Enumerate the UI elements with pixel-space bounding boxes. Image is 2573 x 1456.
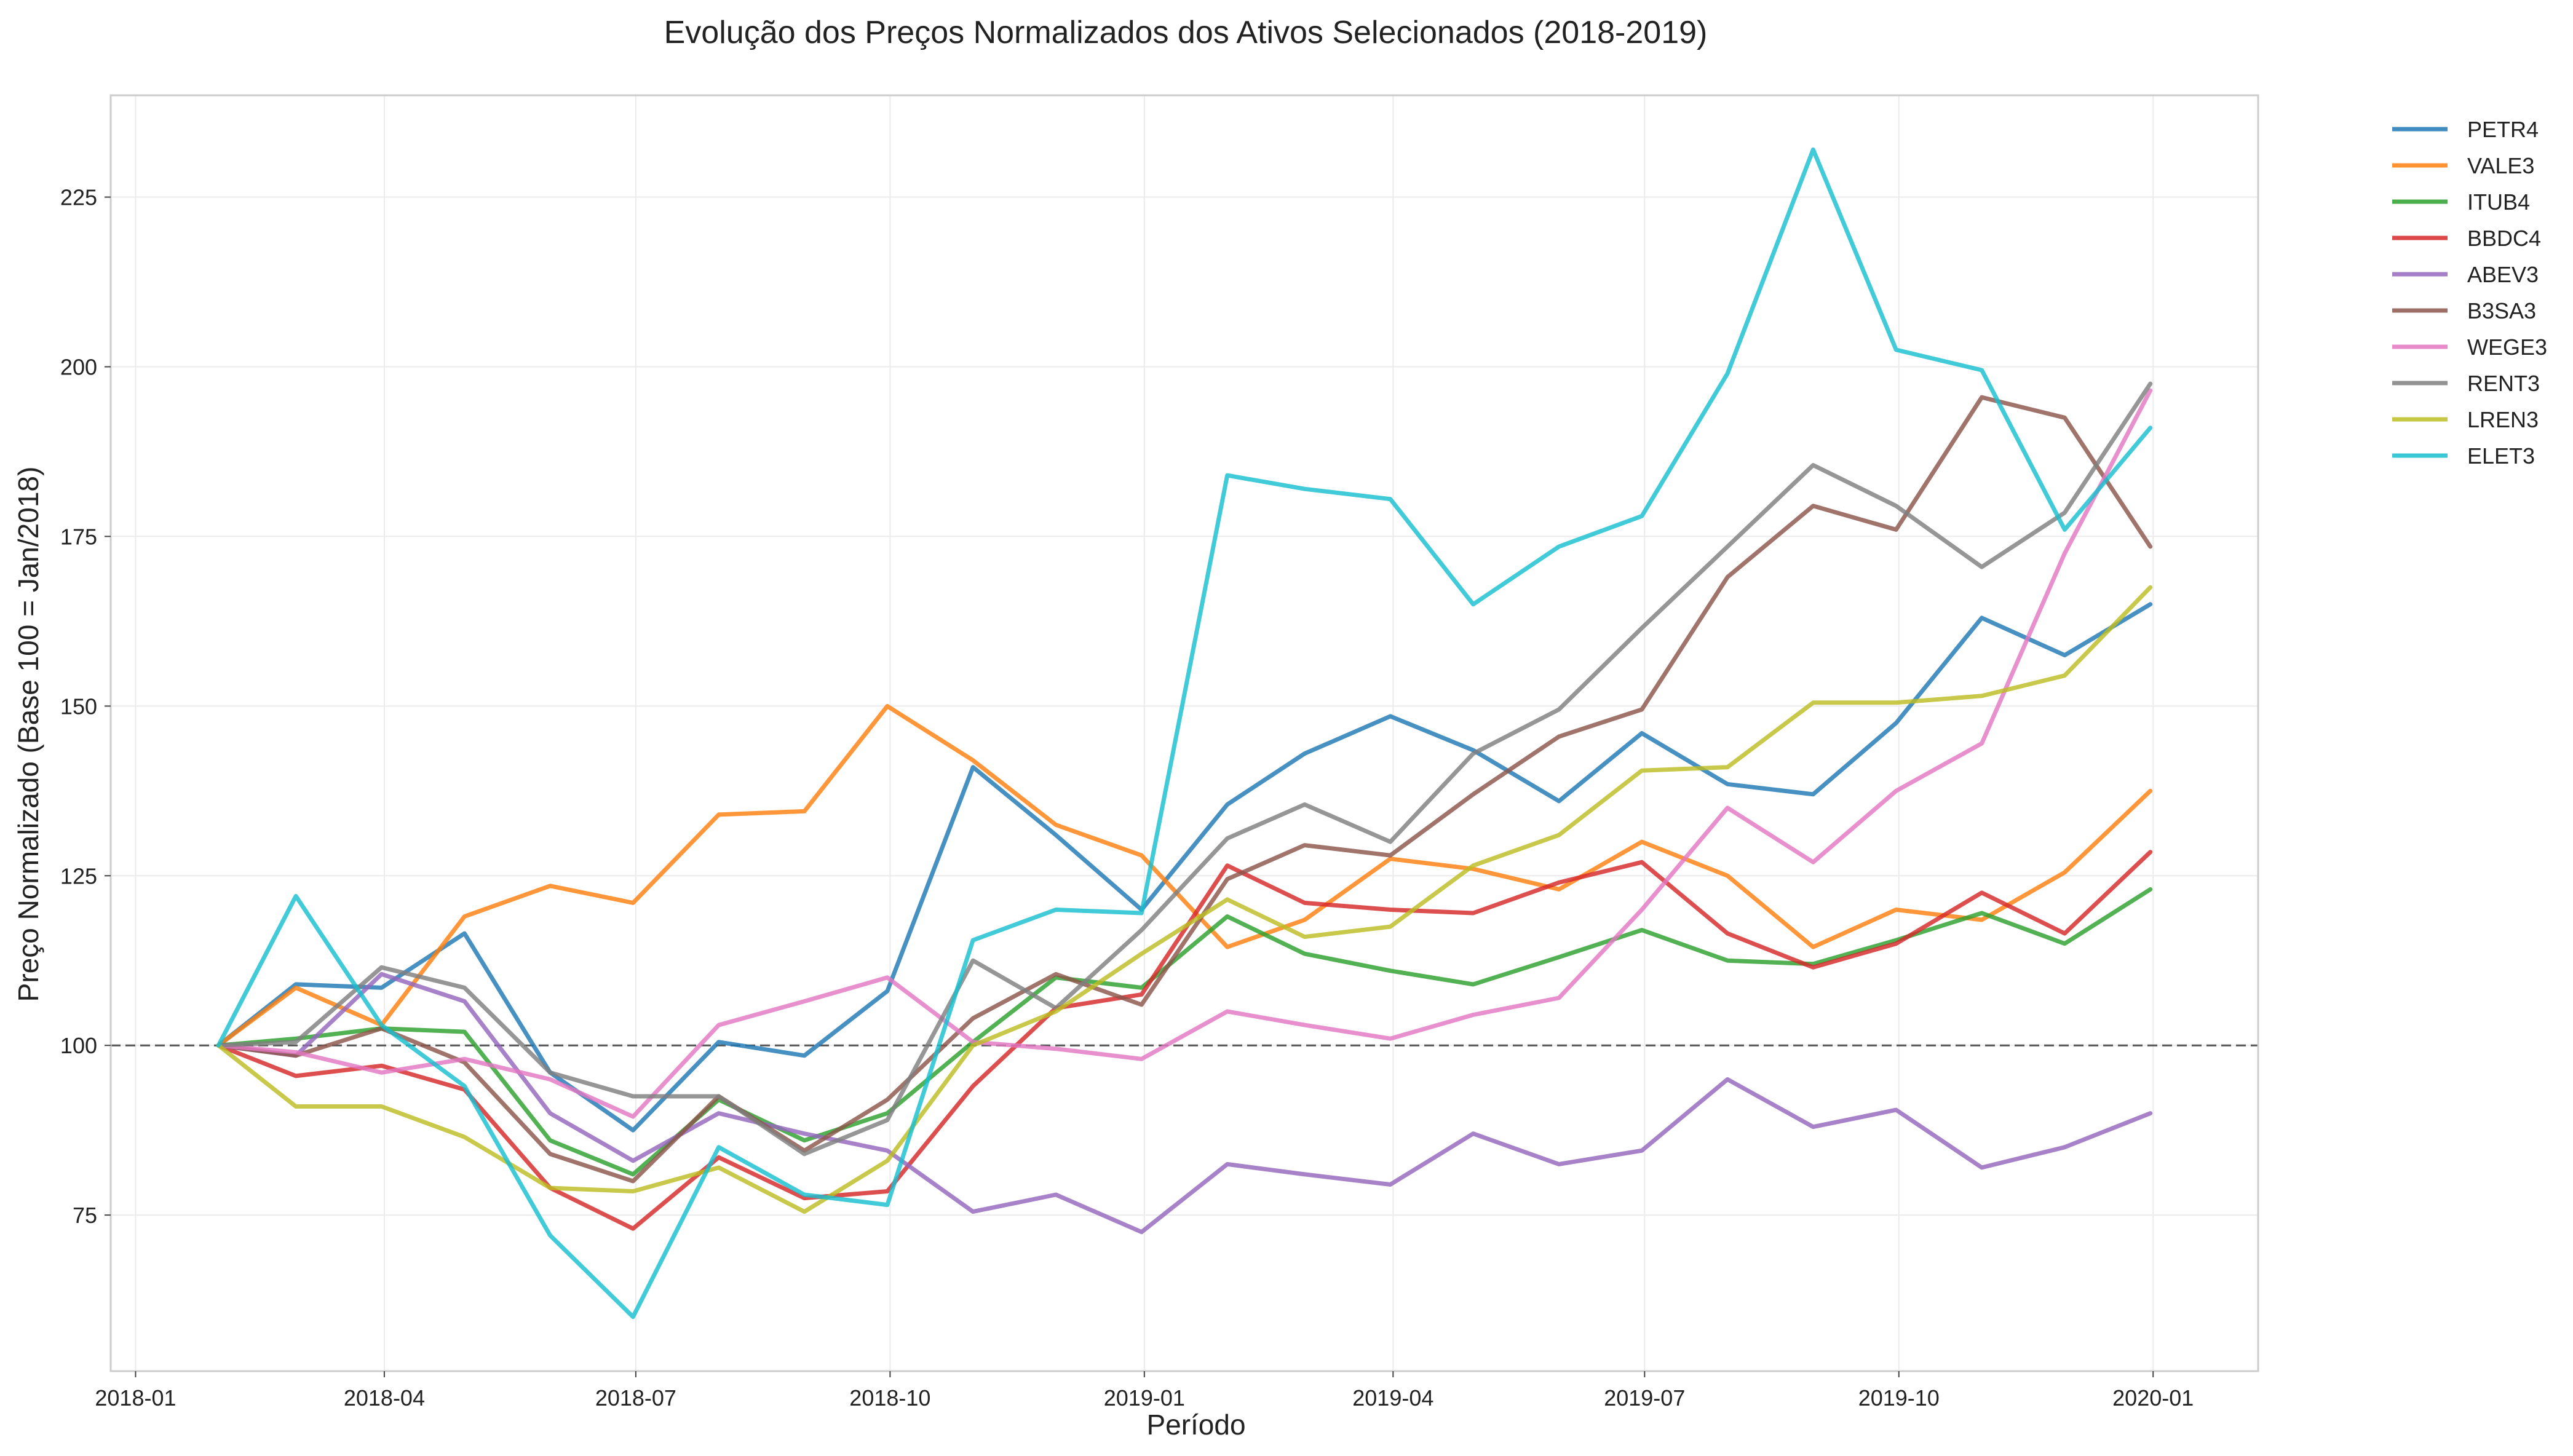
y-axis-label: Preço Normalizado (Base 100 = Jan/2018): [12, 467, 44, 1002]
plot-background: [111, 95, 2258, 1371]
x-tick-label: 2018-10: [849, 1385, 930, 1410]
x-tick-label: 2019-04: [1352, 1385, 1433, 1410]
series-line-bbdc4: [216, 850, 2153, 1231]
series-line-rent3: [216, 381, 2153, 1157]
x-tick-label: 2019-01: [1104, 1385, 1185, 1410]
legend-label: LREN3: [2467, 407, 2539, 432]
x-tick-label: 2018-01: [95, 1385, 176, 1410]
y-tick-label: 175: [60, 524, 97, 549]
x-axis-ticks: 2018-01 2018-04 2018-07 2018-10 2019-01 2019-…: [95, 1371, 2194, 1410]
series-line-b3sa3: [216, 395, 2153, 1184]
series-line-wege3: [216, 388, 2153, 1119]
legend-label: B3SA3: [2467, 298, 2536, 323]
legend-label: WEGE3: [2467, 334, 2547, 360]
series-line-vale3: [216, 703, 2153, 1048]
x-tick-label: 2019-07: [1604, 1385, 1685, 1410]
chart-title: Evolução dos Preços Normalizados dos Ati…: [664, 15, 1708, 50]
y-axis-ticks: 75 100 125 150 175 200 225: [60, 185, 111, 1228]
series-line-lren3: [216, 585, 2153, 1214]
legend: PETR4 VALE3 ITUB4 BBDC4 ABEV3 B3SA3 WEGE3 RENT3…: [2392, 117, 2547, 469]
series-line-itub4: [216, 887, 2153, 1177]
series-line-elet3: [216, 147, 2153, 1320]
y-tick-label: 75: [73, 1203, 97, 1228]
series-lines: [216, 147, 2153, 1320]
x-axis-label: Período: [1146, 1409, 1245, 1441]
legend-label: ABEV3: [2467, 262, 2539, 287]
y-tick-label: 200: [60, 354, 97, 379]
x-tick-label: 2018-07: [595, 1385, 676, 1410]
y-tick-label: 225: [60, 185, 97, 210]
legend-label: VALE3: [2467, 153, 2534, 178]
series-line-abev3: [216, 971, 2153, 1235]
x-tick-label: 2018-04: [344, 1385, 425, 1410]
y-tick-label: 100: [60, 1033, 97, 1058]
legend-label: PETR4: [2467, 117, 2539, 142]
plot-area: [109, 94, 2259, 1372]
x-tick-label: 2020-01: [2112, 1385, 2194, 1410]
x-tick-label: 2019-10: [1858, 1385, 1940, 1410]
legend-label: ELET3: [2467, 443, 2535, 469]
plot-frame: [109, 94, 2259, 1372]
y-tick-label: 125: [60, 863, 97, 888]
legend-label: RENT3: [2467, 371, 2540, 396]
series-line-petr4: [216, 602, 2153, 1133]
y-tick-label: 150: [60, 694, 97, 719]
legend-label: ITUB4: [2467, 189, 2530, 215]
legend-label: BBDC4: [2467, 226, 2541, 251]
